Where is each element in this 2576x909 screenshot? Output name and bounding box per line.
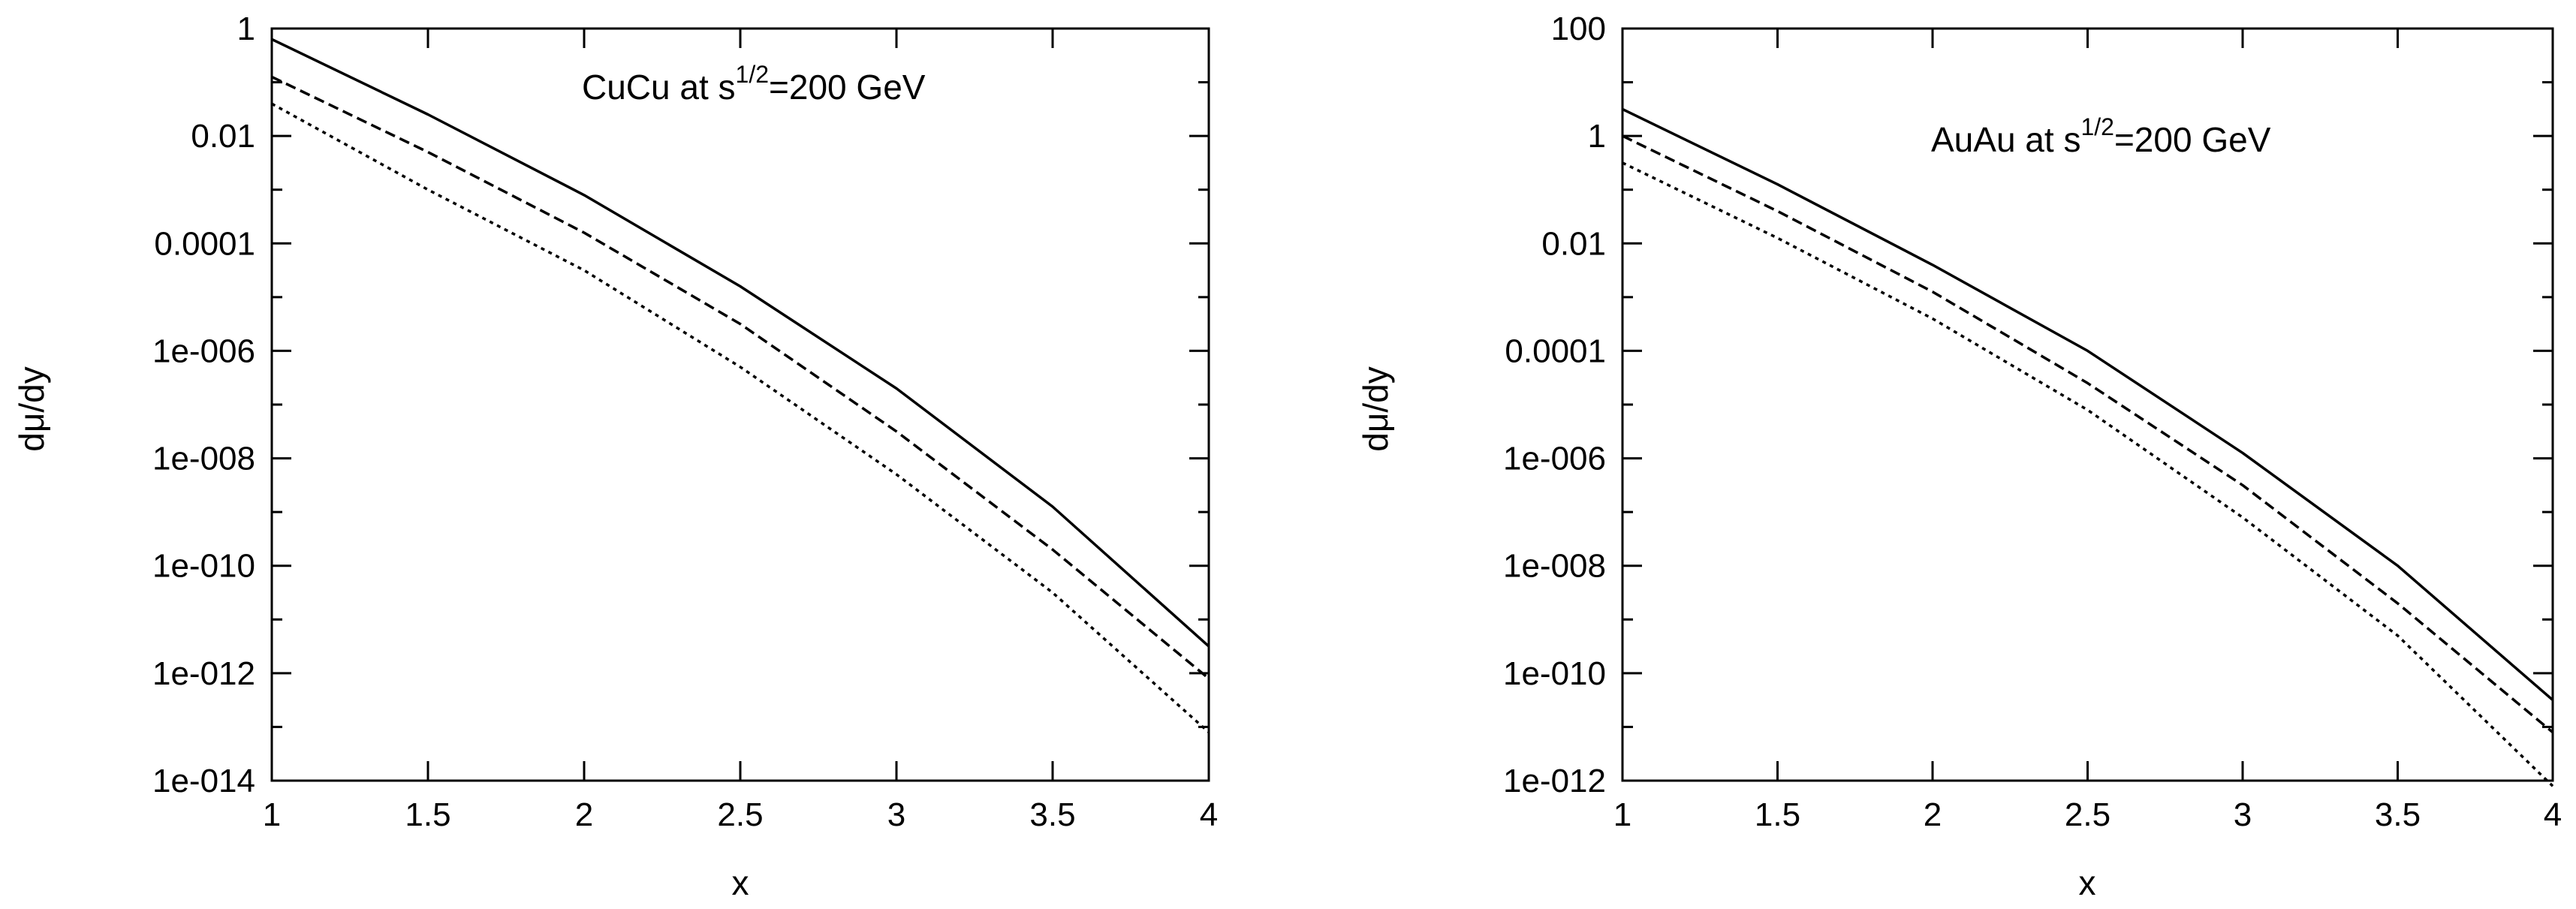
y-tick-label: 0.0001 [154,225,255,262]
plot-frame [1621,27,2554,782]
y-tick-label: 1 [237,11,255,47]
x-tick-label: 2.5 [717,796,763,833]
x-tick-label: 2 [1924,796,1942,833]
x-tick-label: 3 [887,796,905,833]
y-tick-label: 1e-014 [152,763,255,799]
series-line-dotted [271,102,1210,733]
x-axis-title: x [732,863,749,902]
y-tick-label: 100 [1551,11,1606,47]
y-tick-label: 1e-010 [1503,655,1606,692]
x-tick-label: 1 [1613,796,1631,833]
x-tick-label: 3.5 [1029,796,1075,833]
chart-annotation: CuCu at s1/2=200 GeV [582,61,926,107]
x-tick-label: 1.5 [1755,796,1800,833]
series-line-solid [271,38,1210,648]
y-axis-title: dμ/dy [12,366,51,451]
y-tick-label: 1e-006 [152,333,255,369]
chart-annotation: AuAu at s1/2=200 GeV [1931,113,2271,159]
x-tick-label: 4 [1200,796,1218,833]
x-tick-label: 2.5 [2065,796,2111,833]
x-tick-label: 2 [575,796,593,833]
series-line-dashed [1622,134,2554,733]
x-tick-label: 1.5 [405,796,450,833]
y-tick-label: 1e-006 [1503,441,1606,477]
y-tick-label: 1e-008 [1503,548,1606,585]
chart-panel-auau: dμ/dy AuAu at s1/2=200 GeV x 100 1 0.01 0.0… [1356,11,2562,902]
y-tick-label: 1e-012 [1503,763,1606,799]
y-tick-label: 0.0001 [1505,333,1606,369]
series-line-solid [1622,107,2554,701]
x-tick-label: 3 [2234,796,2252,833]
series-line-dashed [271,75,1210,680]
series-line-dotted [1622,161,2554,787]
x-tick-label: 3.5 [2375,796,2421,833]
x-tick-label: 4 [2544,796,2562,833]
y-tick-label: 1e-008 [152,441,255,477]
chart-panel-cucu: dμ/dy CuCu at s1/2=200 GeV x 1 0.01 0.0001… [12,11,1218,902]
y-tick-label: 0.01 [191,118,255,155]
y-tick-label: 0.01 [1541,225,1606,262]
plot-frame [270,27,1210,782]
y-axis-title: dμ/dy [1356,366,1395,451]
x-tick-label: 1 [263,796,281,833]
y-tick-label: 1 [1588,118,1606,155]
y-tick-label: 1e-012 [152,655,255,692]
y-tick-label: 1e-010 [152,548,255,585]
x-axis-title: x [2079,863,2096,902]
